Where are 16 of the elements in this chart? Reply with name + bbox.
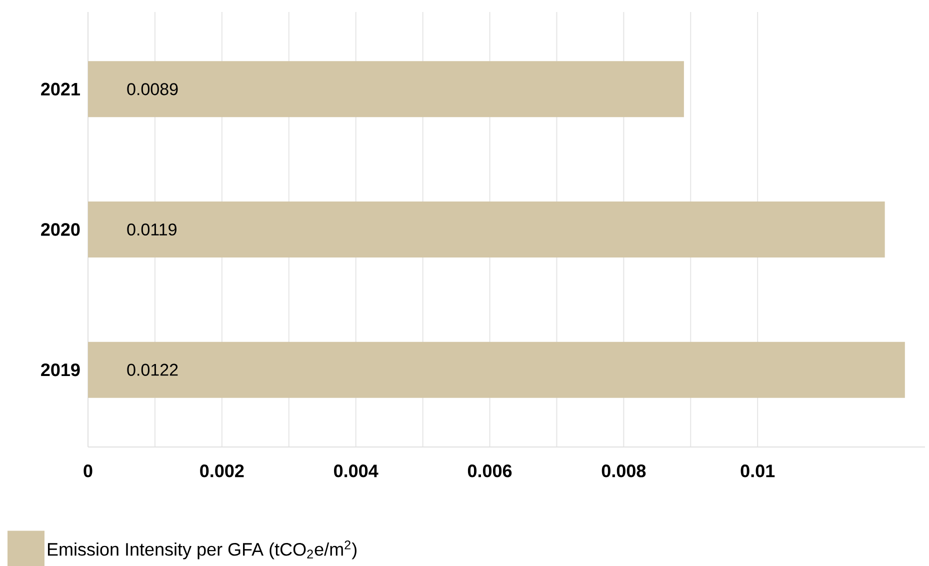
- bar: [88, 342, 905, 398]
- data-label: 0.0119: [127, 223, 176, 236]
- x-tick-label: 0: [84, 464, 92, 478]
- x-tick-label: 0.004: [334, 464, 378, 478]
- bar: [88, 202, 885, 258]
- data-label: 0.0122: [127, 364, 178, 376]
- x-tick-label: 0.008: [602, 464, 646, 478]
- bar: [88, 61, 684, 118]
- legend-label: Emission Intensity per GFA (tCO$_{2}$e/m$^{2}$): [48, 540, 356, 560]
- x-tick-label: 0.006: [468, 464, 512, 478]
- y-tick-label: 2019: [41, 363, 80, 376]
- y-tick-label: 2020: [41, 223, 80, 236]
- x-tick-label: 0.01: [740, 464, 775, 478]
- y-tick-label: 2021: [41, 82, 80, 96]
- data-label: 0.0089: [127, 83, 178, 96]
- x-tick-label: 0.002: [200, 464, 244, 478]
